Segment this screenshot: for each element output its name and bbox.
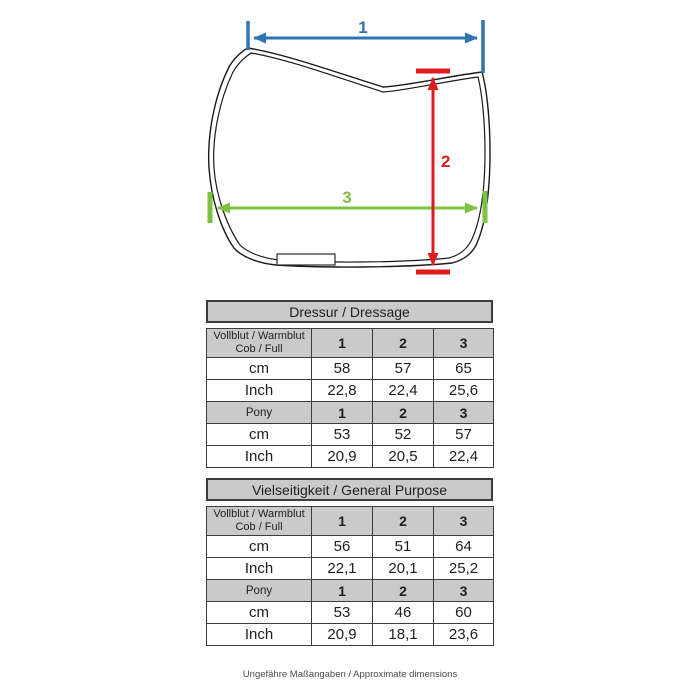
col-header-3: 3 [433, 401, 494, 424]
value-cell: 64 [433, 535, 494, 558]
value-cell: 20,9 [311, 445, 373, 468]
measure-1-label: 1 [358, 18, 367, 37]
gp-fullsize-header-row: Vollblut / Warmblut Cob / Full 1 2 3 [206, 506, 494, 536]
dressage-pony-header-row: Pony 1 2 3 [206, 401, 494, 424]
value-cell: 20,5 [372, 445, 434, 468]
footer-note: Ungefähre Maßangaben / Approximate dimen… [242, 669, 458, 680]
group-label-line1: Vollblut / Warmblut [213, 508, 305, 521]
value-cell: 25,2 [433, 557, 494, 580]
value-cell: 22,4 [433, 445, 494, 468]
measure-2-label: 2 [441, 152, 450, 171]
general-purpose-table-title: Vielseitigkeit / General Purpose [206, 478, 493, 501]
col-header-2: 2 [372, 401, 434, 424]
measure-3-label: 3 [342, 188, 351, 207]
dressage-size-table: Vollblut / Warmblut Cob / Full 1 2 3 cm … [206, 328, 494, 468]
value-cell: 22,4 [372, 379, 434, 402]
pony-group-label-cell: Pony [206, 401, 312, 424]
row-label-cell: Inch [206, 623, 312, 646]
general-purpose-table-block: Vielseitigkeit / General Purpose Vollblu… [206, 478, 494, 646]
value-cell: 22,8 [311, 379, 373, 402]
col-header-2: 2 [372, 579, 434, 602]
table-row: cm 53 46 60 [206, 601, 494, 624]
dressage-table-block: Dressur / Dressage Vollblut / Warmblut C… [206, 300, 494, 468]
value-cell: 25,6 [433, 379, 494, 402]
table-row: Inch 22,1 20,1 25,2 [206, 557, 494, 580]
dressage-table-title: Dressur / Dressage [206, 300, 493, 323]
table-row: Inch 20,9 20,5 22,4 [206, 445, 494, 468]
measure-1-arrow: 1 [246, 18, 485, 73]
value-cell: 18,1 [372, 623, 434, 646]
table-row: cm 58 57 65 [206, 357, 494, 380]
row-label-cell: Inch [206, 557, 312, 580]
table-row: cm 53 52 57 [206, 423, 494, 446]
row-label-cell: cm [206, 357, 312, 380]
col-header-3: 3 [433, 506, 494, 536]
pad-outline-inner [213, 52, 486, 263]
table-row: Inch 20,9 18,1 23,6 [206, 623, 494, 646]
col-header-2: 2 [372, 506, 434, 536]
value-cell: 53 [311, 423, 373, 446]
row-label-cell: Inch [206, 379, 312, 402]
row-label-cell: cm [206, 423, 312, 446]
table-row: cm 56 51 64 [206, 535, 494, 558]
value-cell: 22,1 [311, 557, 373, 580]
col-header-3: 3 [433, 328, 494, 358]
value-cell: 20,1 [372, 557, 434, 580]
fullsize-group-label-cell: Vollblut / Warmblut Cob / Full [206, 328, 312, 358]
value-cell: 23,6 [433, 623, 494, 646]
group-label-line2: Cob / Full [235, 521, 283, 533]
group-label-line2: Cob / Full [235, 343, 283, 355]
fullsize-group-label-cell: Vollblut / Warmblut Cob / Full [206, 506, 312, 536]
measure-2-arrow: 2 [416, 68, 450, 275]
value-cell: 57 [433, 423, 494, 446]
dressage-fullsize-header-row: Vollblut / Warmblut Cob / Full 1 2 3 [206, 328, 494, 358]
col-header-2: 2 [372, 328, 434, 358]
table-row: Inch 22,8 22,4 25,6 [206, 379, 494, 402]
gp-pony-header-row: Pony 1 2 3 [206, 579, 494, 602]
group-label-line1: Vollblut / Warmblut [213, 330, 305, 343]
col-header-1: 1 [311, 401, 373, 424]
general-purpose-size-table: Vollblut / Warmblut Cob / Full 1 2 3 cm … [206, 506, 494, 646]
pony-group-label-cell: Pony [206, 579, 312, 602]
saddle-pad-diagram: 3 2 1 [207, 18, 491, 275]
value-cell: 60 [433, 601, 494, 624]
value-cell: 58 [311, 357, 373, 380]
value-cell: 53 [311, 601, 373, 624]
row-label-cell: cm [206, 601, 312, 624]
col-header-1: 1 [311, 506, 373, 536]
col-header-3: 3 [433, 579, 494, 602]
value-cell: 46 [372, 601, 434, 624]
value-cell: 56 [311, 535, 373, 558]
value-cell: 52 [372, 423, 434, 446]
row-label-cell: Inch [206, 445, 312, 468]
col-header-1: 1 [311, 328, 373, 358]
label-tag-rect [276, 253, 336, 266]
value-cell: 57 [372, 357, 434, 380]
col-header-1: 1 [311, 579, 373, 602]
value-cell: 51 [372, 535, 434, 558]
value-cell: 20,9 [311, 623, 373, 646]
row-label-cell: cm [206, 535, 312, 558]
value-cell: 65 [433, 357, 494, 380]
